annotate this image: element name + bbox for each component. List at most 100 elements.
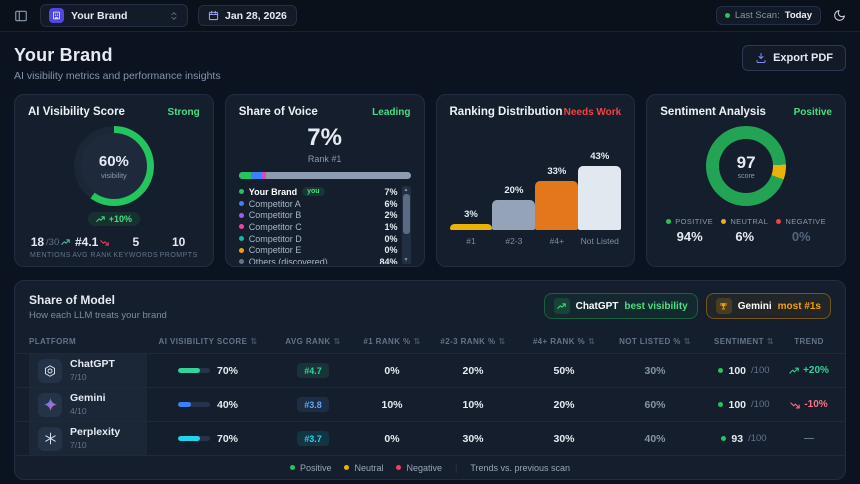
- share-of-voice-card: Share of Voice Leading 7% Rank #1 Your B…: [224, 94, 425, 267]
- status-badge: Leading: [372, 106, 411, 118]
- sov-rank: Rank #1: [307, 154, 342, 164]
- scroll-down-icon[interactable]: ▼: [403, 257, 409, 263]
- sentiment-card: Sentiment Analysis Positive 97 score POS…: [646, 94, 846, 267]
- footer-note: Trends vs. previous scan: [470, 462, 571, 473]
- column-header-not-listed[interactable]: NOT LISTED % ⇅: [619, 337, 691, 346]
- trending-up-icon: [61, 238, 70, 247]
- legend-neutral: Neutral: [344, 463, 383, 473]
- section-title: Share of Model: [29, 293, 116, 307]
- list-item: Competitor E 0%: [238, 244, 398, 256]
- theme-toggle-button[interactable]: [831, 7, 848, 24]
- visibility-donut: 60% visibility: [73, 126, 154, 206]
- table-row-gemini[interactable]: Gemini 4/10 40% #3.8 10% 10% 20% 60% 100/…: [15, 387, 845, 421]
- column-header-sentiment[interactable]: SENTIMENT ⇅: [714, 337, 774, 346]
- sort-icon: ⇅: [333, 337, 341, 346]
- you-badge: you: [302, 187, 325, 197]
- status-badge: Positive: [793, 106, 832, 118]
- scrollbar-thumb[interactable]: [402, 194, 410, 234]
- legend-positive: POSITIVE 94%: [666, 217, 713, 244]
- last-scan-label: Last Scan:: [734, 10, 780, 21]
- stat-mentions: 18/30 MENTIONS: [30, 235, 71, 259]
- calendar-icon: [208, 10, 219, 21]
- column-header-rank23[interactable]: #2-3 RANK % ⇅: [440, 337, 506, 346]
- bar-group: 43% Not Listed: [578, 140, 622, 246]
- status-dot: [724, 13, 730, 18]
- share-of-model-section: Share of Model How each LLM treats your …: [14, 280, 846, 480]
- sidebar-toggle-button[interactable]: [12, 7, 30, 25]
- stat-keywords: 5 KEYWORDS: [113, 235, 159, 259]
- legend-negative: NEGATIVE 0%: [776, 217, 826, 244]
- trending-down-icon: [100, 238, 110, 247]
- legend-negative: Negative: [396, 463, 442, 473]
- list-item: Your Brand you 7%: [238, 186, 398, 198]
- column-header-visibility-score[interactable]: AI VISIBILITY SCORE ⇅: [158, 337, 258, 346]
- chevron-up-down-icon: [169, 11, 179, 21]
- gemini-icon: [38, 392, 62, 417]
- scrollbar[interactable]: ▲ ▼: [401, 186, 411, 264]
- stat-avg-rank: #4.1 AVG RANK: [72, 235, 112, 259]
- export-pdf-label: Export PDF: [773, 52, 833, 64]
- section-subtitle: How each LLM treats your brand: [29, 310, 167, 321]
- legend-neutral: NEUTRAL 6%: [721, 217, 768, 244]
- scroll-up-icon[interactable]: ▲: [403, 187, 409, 193]
- column-header-platform: PLATFORM: [29, 337, 77, 346]
- list-item: Others (discovered) 84%: [238, 256, 398, 264]
- delta-value: +10%: [108, 214, 133, 224]
- download-icon: [755, 52, 767, 64]
- table-header-row: PLATFORM AI VISIBILITY SCORE ⇅ AVG RANK ⇅ …: [15, 330, 845, 353]
- moon-icon: [833, 9, 846, 22]
- visibility-score: 60%: [98, 152, 129, 170]
- sort-icon: ⇅: [413, 337, 421, 346]
- column-header-rank4[interactable]: #4+ RANK % ⇅: [532, 337, 596, 346]
- last-scan-value: Today: [784, 10, 812, 21]
- trending-up-icon: [96, 215, 105, 224]
- sort-icon: ⇅: [250, 337, 258, 346]
- sentiment-score-label: score: [737, 172, 755, 180]
- trending-up-icon: [789, 366, 799, 376]
- page-subtitle: AI visibility metrics and performance in…: [14, 70, 221, 82]
- page-header: Your Brand AI visibility metrics and per…: [0, 32, 860, 82]
- bar-group: 3% #1: [449, 140, 493, 246]
- date-picker[interactable]: Jan 28, 2026: [198, 5, 297, 26]
- trending-down-icon: [790, 400, 800, 410]
- sort-icon: ⇅: [766, 337, 774, 346]
- column-header-rank1[interactable]: #1 RANK % ⇅: [363, 337, 421, 346]
- table-footer-legend: Positive Neutral Negative | Trends vs. p…: [15, 455, 845, 479]
- sov-stacked-bar: [238, 172, 411, 179]
- topbar: Your Brand Jan 28, 2026 Last Scan: Today: [0, 0, 860, 32]
- ranking-distribution-card: Ranking Distribution Needs Work 3% #1 20…: [435, 94, 636, 267]
- avg-rank-pill: #3.7: [297, 431, 329, 446]
- sov-list: Your Brand you 7% Competitor A 6% Compet…: [238, 186, 411, 264]
- export-pdf-button[interactable]: Export PDF: [742, 45, 846, 71]
- sort-icon: ⇅: [588, 337, 596, 346]
- bar-group: 33% #4+: [535, 140, 579, 246]
- legend-positive: Positive: [289, 463, 331, 473]
- most-firsts-badge: Gemini most #1s: [705, 293, 831, 319]
- avg-rank-pill: #4.7: [297, 363, 329, 378]
- stat-prompts: 10 PROMPTS: [159, 235, 198, 259]
- panel-left-icon: [14, 9, 28, 23]
- card-title: Share of Voice: [238, 106, 318, 118]
- perplexity-icon: [38, 426, 62, 451]
- visibility-card: AI Visibility Score Strong 60% visibilit…: [14, 94, 214, 267]
- bar-group: 20% #2-3: [492, 140, 536, 246]
- column-header-trend: TREND: [794, 337, 824, 346]
- trending-up-icon: [553, 298, 570, 314]
- table-row-perplexity[interactable]: Perplexity 7/10 70% #3.7 0% 30% 30% 40% 9…: [15, 421, 845, 455]
- sentiment-score: 97: [736, 152, 756, 172]
- trophy-icon: [715, 298, 732, 314]
- date-picker-value: Jan 28, 2026: [225, 9, 287, 22]
- status-badge: Strong: [167, 106, 200, 118]
- list-item: Competitor B 2%: [238, 209, 398, 221]
- brand-selector[interactable]: Your Brand: [40, 4, 188, 27]
- visibility-score-label: visibility: [100, 170, 127, 180]
- ranking-bar-chart: 3% #1 20% #2-3 33% #4+: [449, 140, 622, 246]
- list-item: Competitor C 1%: [238, 221, 398, 233]
- page-title: Your Brand: [14, 45, 113, 65]
- status-badge: Needs Work: [563, 106, 622, 118]
- table-row-chatgpt[interactable]: ChatGPT 7/10 70% #4.7 0% 20% 50% 30% 100/…: [15, 353, 845, 387]
- column-header-avg-rank[interactable]: AVG RANK ⇅: [285, 337, 341, 346]
- last-scan-status: Last Scan: Today: [715, 6, 821, 25]
- sentiment-donut: 97 score: [706, 126, 787, 206]
- delta-badge: +10%: [87, 212, 141, 226]
